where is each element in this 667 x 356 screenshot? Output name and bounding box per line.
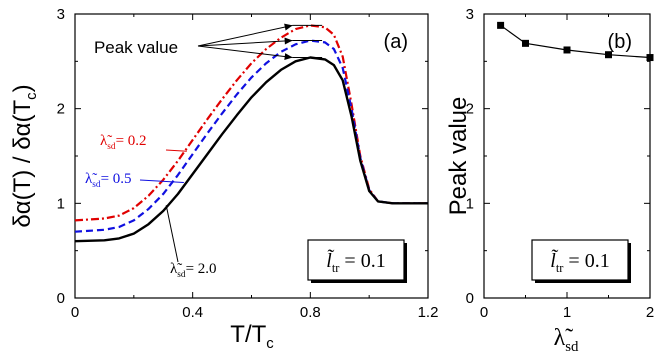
series-leader-line [139, 179, 184, 184]
panel-b-param-box-text: l̃tr = 0.1 [550, 248, 609, 275]
panel-a-xtick-label: 0 [71, 304, 79, 321]
panel-a-param-box-text: l̃tr = 0.1 [326, 248, 385, 275]
panel-a-ylabel: δα(T) / δα(Tc) [9, 84, 40, 227]
peak-value-point [563, 46, 571, 54]
peak-value-annotation: Peak value [94, 38, 178, 57]
panel-a-ytick-label: 1 [57, 195, 65, 212]
series-leader-line [165, 149, 187, 152]
panel-a-xtick-label: 0.8 [300, 304, 321, 321]
panel-a-ytick-label: 2 [57, 101, 65, 118]
panel-label-b: (b) [608, 31, 632, 53]
panel-b-ytick-label: 2 [466, 101, 474, 118]
panel-a-ytick-label: 3 [57, 6, 65, 23]
panel-b-ytick-label: 1 [466, 195, 474, 212]
panel-b-xtick-label: 1 [563, 304, 571, 321]
panel-b-param-box [531, 239, 629, 281]
panel-a-xtick-label: 1.2 [418, 304, 439, 321]
panel-label-a: (a) [384, 31, 408, 53]
series-leader-line [165, 205, 179, 263]
series-label-1: λ̃sd= 0.5 [85, 171, 132, 190]
peak-value-point [497, 21, 505, 29]
panel-a-param-box [307, 239, 405, 281]
panel-b-xtick-label: 0 [480, 304, 488, 321]
panel-b-ytick-label: 3 [466, 6, 474, 23]
series-label-0: λ̃sd= 0.2 [100, 133, 147, 152]
panel-b-xtick-label: 2 [646, 304, 654, 321]
peak-arrow [197, 45, 293, 59]
panel-a-ytick-label: 0 [57, 290, 65, 307]
panel-a-xtick-label: 0.4 [182, 304, 203, 321]
panel-a-xlabel: T/Tc [230, 321, 274, 352]
peak-value-point [522, 39, 529, 47]
series-line-lambda-2.0 [74, 56, 428, 243]
panel-b-ytick-label: 0 [466, 290, 474, 307]
peak-value-point [605, 51, 612, 59]
peak-arrow [197, 24, 293, 47]
peak-arrowhead [284, 37, 293, 45]
panel-b-xlabel: λ̃sd [554, 325, 579, 355]
peak-arrow [197, 40, 293, 47]
series-line-lambda-0.5 [74, 39, 428, 233]
panel-b-ylabel: Peak value [445, 97, 472, 216]
series-label-2: λ̃sd= 2.0 [170, 261, 217, 280]
peak-arrowhead [284, 53, 293, 61]
peak-arrowhead [284, 23, 293, 31]
peak-value-point [646, 54, 654, 62]
